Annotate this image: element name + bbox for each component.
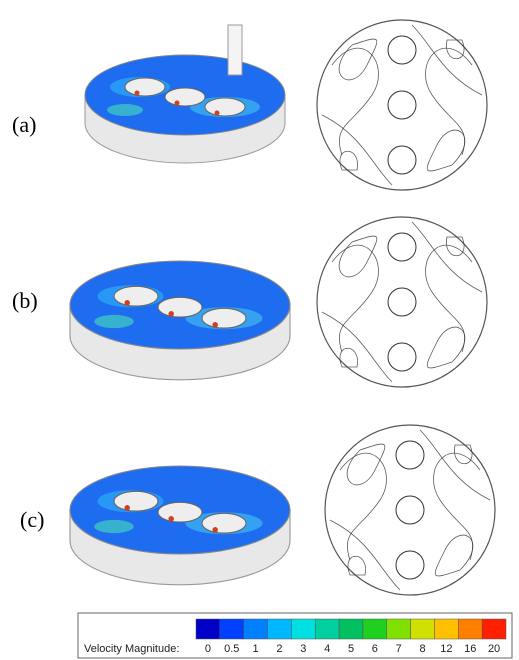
color-swatch [244,619,268,639]
legend-label: 2 [276,643,282,655]
panel-c: (c) [20,425,495,595]
color-swatch [387,619,411,639]
panel-b: (b) [12,217,487,387]
legend-label: 16 [464,643,476,655]
legend-label: 6 [372,643,378,655]
legend-label: 7 [396,643,402,655]
legend-label: 8 [419,643,425,655]
legend-label: 0 [205,643,211,655]
legend-label: 1 [253,643,259,655]
legend-label: 0.5 [224,643,239,655]
panel-a: (a) [12,20,487,190]
color-swatch [291,619,315,639]
figure: (a) (b) (c) Velocity Magnitude: 00.51234… [0,0,519,660]
color-swatch [339,619,363,639]
legend-label: 4 [324,643,330,655]
color-swatch [434,619,458,639]
color-swatch [363,619,387,639]
legend-label: 12 [440,643,452,655]
legend-label: 3 [300,643,306,655]
panel-label: (b) [12,288,38,313]
legend-title: Velocity Magnitude: [84,643,179,655]
color-swatch [315,619,339,639]
color-swatch [268,619,292,639]
panel-label: (a) [12,112,36,137]
panel-label: (c) [20,507,44,532]
page: {"panels": [{"label": "(a)"}, {"label": … [0,0,519,660]
color-swatch [458,619,482,639]
color-swatch [411,619,435,639]
color-swatch [196,619,220,639]
color-swatch [220,619,244,639]
legend-label: 20 [488,643,500,655]
color-swatch [482,619,506,639]
legend-label: 5 [348,643,354,655]
